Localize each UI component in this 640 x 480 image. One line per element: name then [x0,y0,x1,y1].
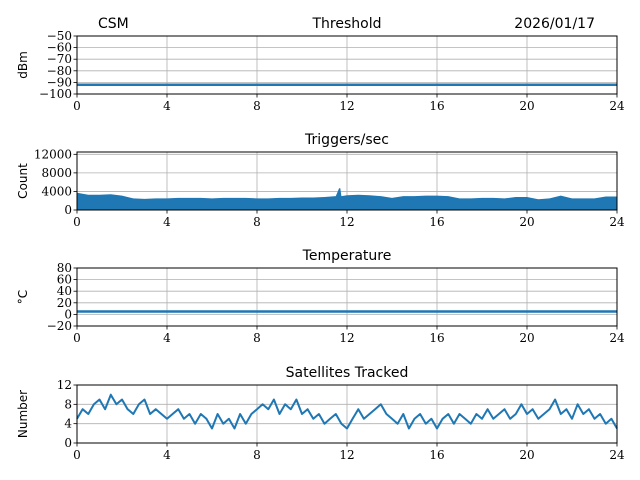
subplot-4: 0 4 8 12 16 20 24 12 8 4 0 Satellites Tracked Number [16,365,625,462]
subplot-title: Threshold [312,16,382,32]
x-tick-label: 12 [339,331,354,345]
x-tick-label: 24 [609,448,625,462]
axes-frame [76,35,618,95]
x-tick-label: 8 [253,448,261,462]
x-tick-label: 12 [339,448,354,462]
x-tick-label: 12 [339,215,354,229]
x-tick-label: 4 [163,215,171,229]
x-tick-label: 20 [519,331,534,345]
y-tick-label: 40 [57,284,72,298]
subplot-1: 0 4 8 12 16 20 24 −50−60−70−80−90−100 Threshold d… [16,16,625,113]
x-tick-label: 0 [73,215,81,229]
y-tick-label: 0 [64,307,72,321]
x-tick-label: 0 [73,99,81,113]
x-tick-label: 20 [519,99,534,113]
series-line [76,393,618,430]
x-tick-label: 0 [73,331,81,345]
y-tick-label: 8000 [41,166,72,180]
x-tick-label: 4 [163,331,171,345]
y-tick-label: 60 [57,273,72,287]
x-tick-label: 16 [429,99,444,113]
header-left-label: CSM [98,16,129,32]
y-tick-label: 4000 [41,184,72,198]
x-tick-label: 16 [429,331,444,345]
x-tick-label: 20 [519,448,534,462]
y-axis-label: Count [16,163,30,199]
x-tick-label: 16 [429,448,444,462]
subplot-title: Satellites Tracked [286,365,409,381]
y-tick-label: 4 [64,417,72,431]
series-area [77,188,617,210]
subplot-title: Temperature [302,248,392,264]
x-tick-label: 24 [609,215,625,229]
y-axis-label: dBm [16,51,30,79]
axes-frame [76,267,618,327]
y-tick-label: 80 [57,261,72,275]
x-tick-label: 20 [519,215,534,229]
subplot-2: 0 4 8 12 16 20 24 12000 8000 4000 0 Triggers/sec Cou… [16,132,625,229]
y-tick-label: 20 [57,296,72,310]
y-tick-label: −50 [47,29,72,43]
y-tick-label: 12 [57,378,72,392]
y-tick-label: 8 [64,397,72,411]
y-tick-label: −20 [47,319,72,333]
x-tick-label: 8 [253,99,261,113]
x-tick-label: 24 [609,331,625,345]
header-date-label: 2026/01/17 [514,16,595,32]
y-tick-label: −70 [47,52,72,66]
axes-frame [76,151,618,211]
x-tick-label: 16 [429,215,444,229]
x-tick-label: 8 [253,215,261,229]
y-tick-label: 0 [64,203,72,217]
y-axis-label: °C [16,290,30,304]
y-axis-label: Number [16,390,30,438]
x-tick-label: 4 [163,99,171,113]
x-tick-label: 8 [253,331,261,345]
y-tick-label: −80 [47,64,72,78]
x-tick-label: 0 [73,448,81,462]
subplot-title: Triggers/sec [304,132,389,148]
x-tick-label: 12 [339,99,354,113]
y-tick-label: −60 [47,41,72,55]
axes-frame [76,384,618,444]
x-tick-label: 4 [163,448,171,462]
y-tick-label: −90 [47,75,72,89]
y-tick-label: −100 [39,87,72,101]
y-tick-label: 12000 [34,147,72,161]
y-tick-label: 0 [64,436,72,450]
x-tick-label: 24 [609,99,625,113]
